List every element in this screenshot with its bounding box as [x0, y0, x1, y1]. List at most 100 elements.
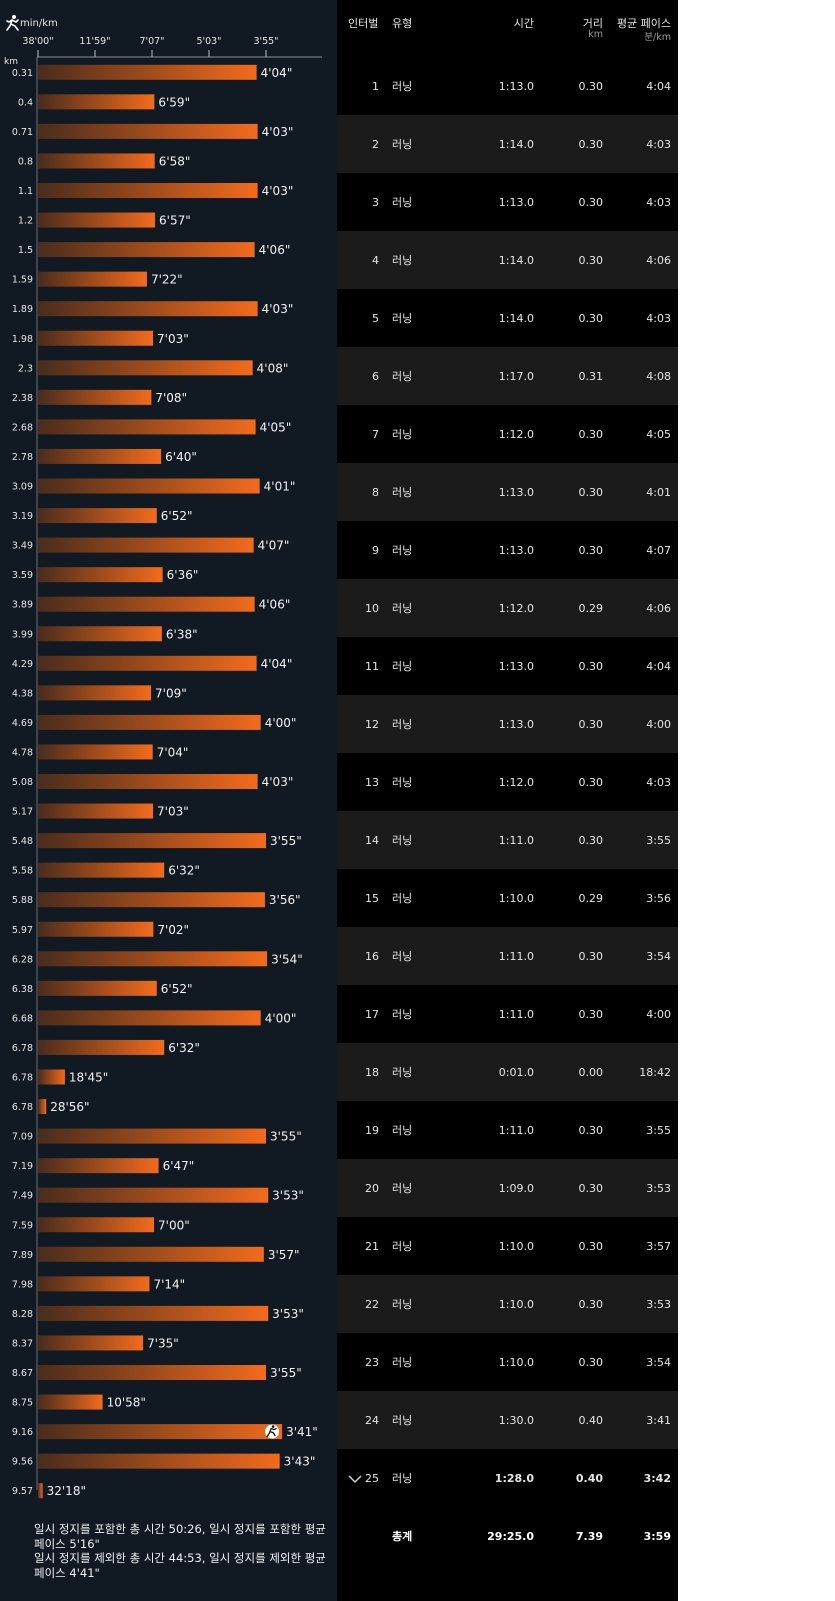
x-tick-label: 5'03"	[196, 36, 221, 47]
chevron-down-icon[interactable]	[347, 1449, 363, 1508]
pace-data-label: 7'08"	[155, 391, 187, 405]
pace-bar	[38, 1394, 103, 1410]
pace-cell: 3:55	[646, 834, 671, 847]
pace-data-label: 6'58"	[159, 154, 191, 168]
pace-cell: 3:56	[646, 892, 671, 905]
interval-cell: 16	[365, 949, 379, 963]
pace-cell: 4:07	[646, 544, 671, 557]
pace-data-label: 3'55"	[270, 834, 302, 848]
category-label: 9.57	[12, 1486, 33, 1497]
pace-bar	[38, 301, 258, 317]
table-row[interactable]: 11 러닝 1:13.0 0.30 4:04	[337, 637, 678, 696]
pace-data-label: 4'08"	[257, 361, 289, 375]
table-row[interactable]: 19 러닝 1:11.0 0.30 3:55	[337, 1101, 678, 1160]
table-row[interactable]: 13 러닝 1:12.0 0.30 4:03	[337, 753, 678, 812]
pace-bar	[38, 1010, 261, 1026]
table-header: 인터벌 유형 시간 거리 km 평균 페이스 분/km	[337, 0, 678, 57]
category-label: 3.89	[12, 600, 33, 611]
pace-bar	[38, 1453, 280, 1469]
pace-cell: 3:54	[646, 950, 671, 963]
type-cell: 러닝	[392, 1124, 413, 1137]
category-label: 2.68	[12, 422, 33, 433]
category-label: 7.98	[12, 1279, 33, 1290]
pace-data-label: 18'45"	[69, 1071, 108, 1085]
pace-cell: 3:41	[646, 1414, 671, 1427]
category-label: 1.59	[12, 275, 33, 286]
category-label: 0.71	[12, 127, 33, 138]
time-cell: 1:09.0	[498, 1182, 534, 1195]
table-row[interactable]: 17 러닝 1:11.0 0.30 4:00	[337, 985, 678, 1044]
pace-data-label: 3'53"	[272, 1189, 304, 1203]
table-row[interactable]: 6 러닝 1:17.0 0.31 4:08	[337, 347, 678, 406]
pace-data-label: 3'55"	[270, 1130, 302, 1144]
pace-data-label: 7'04"	[157, 745, 189, 759]
time-cell: 1:11.0	[498, 1008, 534, 1021]
category-label: 8.28	[12, 1309, 33, 1320]
category-label: 9.16	[12, 1427, 33, 1438]
table-row[interactable]: 18 러닝 0:01.0 0.00 18:42	[337, 1043, 678, 1102]
category-label: 2.78	[12, 452, 33, 463]
pace-data-label: 4'05"	[260, 420, 292, 434]
pace-data-label: 4'03"	[262, 775, 294, 789]
interval-cell: 23	[365, 1355, 379, 1369]
table-row[interactable]: 4 러닝 1:14.0 0.30 4:06	[337, 231, 678, 290]
pace-bar	[38, 685, 152, 701]
pace-cell: 4:06	[646, 254, 671, 267]
table-row[interactable]: 12 러닝 1:13.0 0.30 4:00	[337, 695, 678, 754]
distance-cell: 0.30	[578, 660, 604, 673]
pace-cell: 4:06	[646, 602, 671, 615]
table-row[interactable]: 24 러닝 1:30.0 0.40 3:41	[337, 1391, 678, 1450]
pace-bar	[38, 330, 154, 346]
time-cell: 1:13.0	[498, 660, 534, 673]
time-cell: 0:01.0	[498, 1066, 534, 1079]
pace-bar	[38, 1187, 269, 1203]
category-label: 2.3	[18, 363, 33, 374]
pace-data-label: 7'03"	[157, 332, 189, 346]
type-cell: 러닝	[392, 486, 413, 499]
distance-cell: 0.40	[575, 1472, 603, 1485]
pace-bar	[38, 389, 152, 405]
pace-cell: 18:42	[639, 1066, 671, 1079]
time-cell: 1:10.0	[498, 1240, 534, 1253]
table-row[interactable]: 25 러닝 1:28.0 0.40 3:42	[337, 1449, 678, 1508]
table-row[interactable]: 22 러닝 1:10.0 0.30 3:53	[337, 1275, 678, 1334]
table-row[interactable]: 2 러닝 1:14.0 0.30 4:03	[337, 115, 678, 174]
category-label: 9.56	[12, 1457, 33, 1468]
distance-cell: 0.30	[578, 1124, 604, 1137]
header-time: 시간	[513, 17, 534, 30]
table-row[interactable]: 23 러닝 1:10.0 0.30 3:54	[337, 1333, 678, 1392]
distance-cell: 0.30	[578, 1182, 604, 1195]
pace-bar	[38, 1305, 269, 1321]
pace-data-label: 4'03"	[262, 302, 294, 316]
time-cell: 1:13.0	[498, 80, 534, 93]
table-row[interactable]: 8 러닝 1:13.0 0.30 4:01	[337, 463, 678, 522]
pace-data-label: 7'22"	[151, 273, 183, 287]
table-row[interactable]: 14 러닝 1:11.0 0.30 3:55	[337, 811, 678, 870]
header-type: 유형	[392, 17, 413, 30]
table-row[interactable]: 10 러닝 1:12.0 0.29 4:06	[337, 579, 678, 638]
pace-bar	[38, 183, 258, 198]
distance-cell: 0.30	[578, 254, 604, 267]
time-cell: 1:11.0	[498, 1124, 534, 1137]
category-label: 3.49	[12, 541, 33, 552]
category-label: 3.19	[12, 511, 33, 522]
table-row[interactable]: 15 러닝 1:10.0 0.29 3:56	[337, 869, 678, 928]
type-cell: 러닝	[392, 1356, 413, 1369]
table-row[interactable]: 1 러닝 1:13.0 0.30 4:04	[337, 57, 678, 116]
table-row[interactable]: 9 러닝 1:13.0 0.30 4:07	[337, 521, 678, 580]
pace-bar	[38, 1128, 266, 1144]
time-cell: 1:14.0	[498, 312, 534, 325]
x-tick-label: 38'00"	[22, 36, 53, 47]
table-row[interactable]: 20 러닝 1:09.0 0.30 3:53	[337, 1159, 678, 1218]
table-row[interactable]: 5 러닝 1:14.0 0.30 4:03	[337, 289, 678, 348]
time-cell: 1:11.0	[498, 834, 534, 847]
table-row[interactable]: 21 러닝 1:10.0 0.30 3:57	[337, 1217, 678, 1276]
pace-bar	[38, 448, 162, 464]
pace-cell: 3:57	[646, 1240, 671, 1253]
pace-cell: 4:00	[646, 718, 671, 731]
distance-cell: 0.30	[578, 1008, 604, 1021]
table-row[interactable]: 7 러닝 1:12.0 0.30 4:05	[337, 405, 678, 464]
table-row[interactable]: 3 러닝 1:13.0 0.30 4:03	[337, 173, 678, 232]
table-row[interactable]: 16 러닝 1:11.0 0.30 3:54	[337, 927, 678, 986]
pace-data-label: 6'36"	[167, 568, 199, 582]
